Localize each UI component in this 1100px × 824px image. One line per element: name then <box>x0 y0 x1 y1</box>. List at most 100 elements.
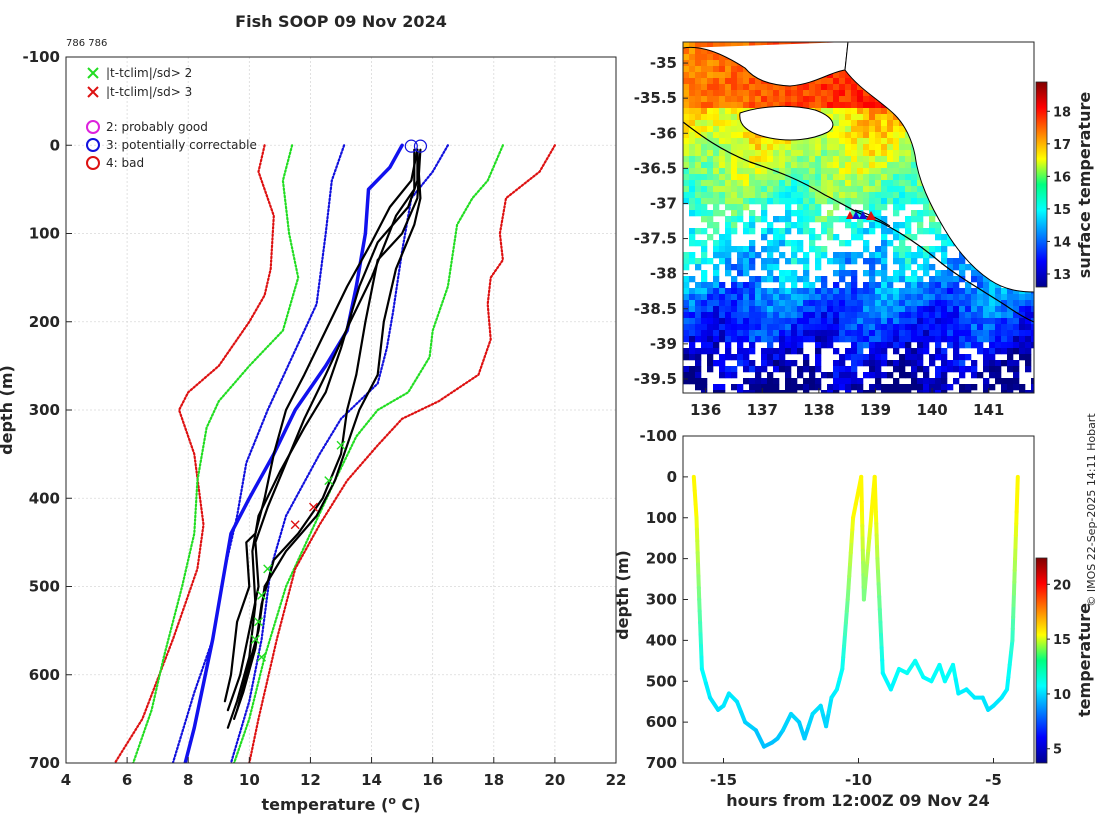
sst-cell <box>719 258 725 264</box>
sst-cell <box>851 258 857 264</box>
sst-cell <box>839 258 845 264</box>
sst-cell <box>911 234 917 240</box>
sst-cell <box>719 66 725 72</box>
sst-cell <box>1025 330 1031 336</box>
sst-cell <box>839 306 845 312</box>
sst-cell <box>935 294 941 300</box>
sst-cell <box>875 270 881 276</box>
sst-cell <box>911 282 917 288</box>
sst-cell <box>707 300 713 306</box>
sst-cell <box>863 168 869 174</box>
sst-cell <box>683 372 689 378</box>
sst-cell <box>797 312 803 318</box>
dt-ytick-label-8: 700 <box>646 754 677 772</box>
map-xtick-label-5: 141 <box>973 401 1004 419</box>
sst-cell <box>689 354 695 360</box>
sst-cell <box>797 216 803 222</box>
sst-cell <box>785 210 791 216</box>
sst-cell <box>965 300 971 306</box>
sst-cell <box>953 294 959 300</box>
sst-cell <box>815 210 821 216</box>
sst-cell <box>839 132 845 138</box>
sst-cell <box>1025 324 1031 330</box>
dt-ytick-label-1: 0 <box>667 468 677 486</box>
sst-cell <box>893 150 899 156</box>
sst-cell <box>935 354 941 360</box>
sst-cell <box>755 216 761 222</box>
sst-cell <box>1007 360 1013 366</box>
sst-cell <box>815 252 821 258</box>
sst-cell <box>851 174 857 180</box>
sst-cell <box>683 192 689 198</box>
sst-cell <box>767 144 773 150</box>
dt-track-segment <box>783 714 791 730</box>
sst-cell <box>881 138 887 144</box>
sst-cell <box>701 240 707 246</box>
sst-cell <box>827 312 833 318</box>
sst-cell <box>749 180 755 186</box>
sst-cell <box>917 300 923 306</box>
sst-cell <box>725 348 731 354</box>
sst-cell <box>761 144 767 150</box>
sst-cell <box>947 258 953 264</box>
sst-cell <box>773 300 779 306</box>
sst-cell <box>797 222 803 228</box>
sst-cell <box>779 252 785 258</box>
sst-cell <box>761 90 767 96</box>
sst-cell <box>971 294 977 300</box>
sst-cell <box>791 342 797 348</box>
sst-cell <box>833 384 839 390</box>
sst-cell <box>851 120 857 126</box>
sst-cell <box>929 312 935 318</box>
sst-cell <box>893 252 899 258</box>
sst-cell <box>749 300 755 306</box>
sst-cell <box>791 192 797 198</box>
sst-cell <box>881 336 887 342</box>
map-xtick-label-2: 138 <box>803 401 834 419</box>
sst-cell <box>683 276 689 282</box>
sst-cell <box>719 162 725 168</box>
sst-cell <box>755 288 761 294</box>
sst-cell <box>929 246 935 252</box>
sst-cell <box>875 330 881 336</box>
sst-cell <box>1007 294 1013 300</box>
sst-cell <box>1013 342 1019 348</box>
sst-cell <box>857 312 863 318</box>
sst-cell <box>875 168 881 174</box>
sst-cell <box>863 120 869 126</box>
sst-cell <box>929 318 935 324</box>
sst-cell <box>1007 384 1013 390</box>
sst-cell <box>731 102 737 108</box>
sst-cell <box>917 330 923 336</box>
sst-cell <box>899 318 905 324</box>
sst-cell <box>833 114 839 120</box>
sst-cell <box>713 228 719 234</box>
sst-cell <box>869 264 875 270</box>
sst-cell <box>857 102 863 108</box>
sst-cell <box>827 150 833 156</box>
sst-cell <box>983 378 989 384</box>
sst-cell <box>845 324 851 330</box>
sst-cell <box>941 348 947 354</box>
sst-cell <box>1013 384 1019 390</box>
sst-cell <box>953 306 959 312</box>
sst-cell <box>683 54 689 60</box>
sst-cell <box>881 168 887 174</box>
sst-cell <box>953 282 959 288</box>
profile-ylabel: depth (m) <box>0 365 16 455</box>
sst-cell <box>683 84 689 90</box>
sst-colorbar-label: surface temperature <box>1075 92 1094 279</box>
sst-cell <box>773 348 779 354</box>
sst-cell <box>827 156 833 162</box>
sst-cell <box>749 102 755 108</box>
dt-xtick-label-0: -15 <box>710 771 737 789</box>
sst-cell <box>707 96 713 102</box>
sst-cell <box>719 234 725 240</box>
sst-cell <box>833 192 839 198</box>
sst-cell <box>977 306 983 312</box>
sst-cell <box>689 192 695 198</box>
sst-cell <box>743 138 749 144</box>
sst-cell <box>911 186 917 192</box>
sst-cell <box>923 312 929 318</box>
sst-cell <box>731 246 737 252</box>
